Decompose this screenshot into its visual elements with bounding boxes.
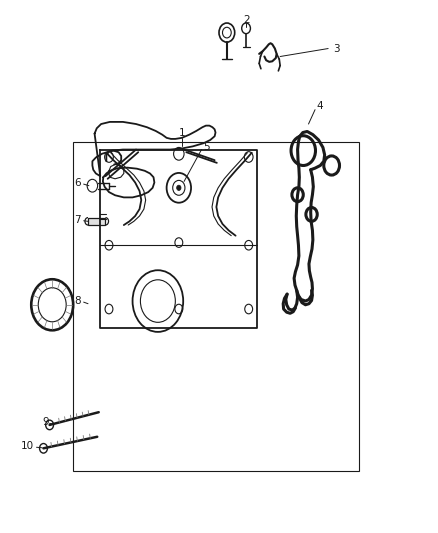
Text: 4: 4	[316, 101, 323, 111]
Text: 1: 1	[179, 127, 185, 138]
Circle shape	[177, 185, 181, 190]
Text: 2: 2	[243, 15, 249, 26]
Text: 5: 5	[204, 142, 210, 152]
Text: 7: 7	[74, 215, 81, 225]
Bar	[73, 142, 359, 471]
Text: 8: 8	[74, 296, 81, 306]
Text: 3: 3	[334, 44, 340, 53]
Bar	[88, 217, 106, 225]
Text: 10: 10	[21, 441, 34, 451]
Text: 6: 6	[74, 177, 81, 188]
Text: 9: 9	[42, 417, 49, 427]
